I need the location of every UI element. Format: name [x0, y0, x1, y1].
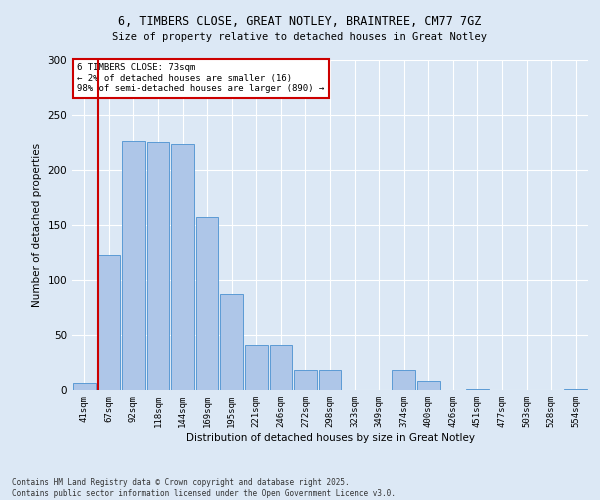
- Text: Contains HM Land Registry data © Crown copyright and database right 2025.
Contai: Contains HM Land Registry data © Crown c…: [12, 478, 396, 498]
- Bar: [196, 218, 218, 390]
- Text: 6 TIMBERS CLOSE: 73sqm
← 2% of detached houses are smaller (16)
98% of semi-deta: 6 TIMBERS CLOSE: 73sqm ← 2% of detached …: [77, 64, 325, 93]
- Y-axis label: Number of detached properties: Number of detached properties: [32, 143, 42, 307]
- Bar: [269, 345, 292, 390]
- Bar: [245, 345, 268, 390]
- Bar: [73, 384, 95, 390]
- Bar: [466, 389, 489, 390]
- Bar: [98, 254, 120, 390]
- X-axis label: Distribution of detached houses by size in Great Notley: Distribution of detached houses by size …: [185, 432, 475, 442]
- Bar: [171, 144, 194, 390]
- Bar: [417, 381, 440, 390]
- Bar: [220, 294, 243, 390]
- Bar: [146, 142, 169, 390]
- Bar: [392, 370, 415, 390]
- Bar: [565, 389, 587, 390]
- Text: 6, TIMBERS CLOSE, GREAT NOTLEY, BRAINTREE, CM77 7GZ: 6, TIMBERS CLOSE, GREAT NOTLEY, BRAINTRE…: [118, 15, 482, 28]
- Bar: [122, 142, 145, 390]
- Text: Size of property relative to detached houses in Great Notley: Size of property relative to detached ho…: [113, 32, 487, 42]
- Bar: [319, 370, 341, 390]
- Bar: [294, 370, 317, 390]
